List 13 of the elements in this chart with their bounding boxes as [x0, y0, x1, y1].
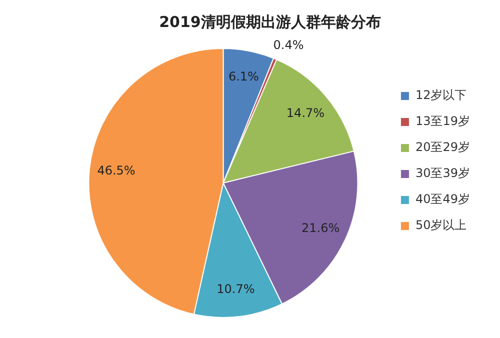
legend-label: 13至19岁 [415, 114, 470, 128]
chart-title: 2019清明假期出游人群年龄分布 [159, 12, 381, 31]
legend-label: 50岁以上 [415, 218, 467, 232]
legend-label: 40至49岁 [415, 192, 470, 206]
data-label: 6.1% [228, 69, 259, 84]
data-label: 46.5% [97, 163, 136, 178]
legend-label: 30至39岁 [415, 166, 470, 180]
legend-label: 12岁以下 [415, 88, 467, 102]
data-label: 0.4% [273, 38, 304, 52]
data-label: 14.7% [286, 106, 325, 120]
data-label: 21.6% [302, 220, 340, 235]
legend-label: 20至29岁 [415, 140, 470, 154]
data-label: 10.7% [216, 282, 255, 296]
